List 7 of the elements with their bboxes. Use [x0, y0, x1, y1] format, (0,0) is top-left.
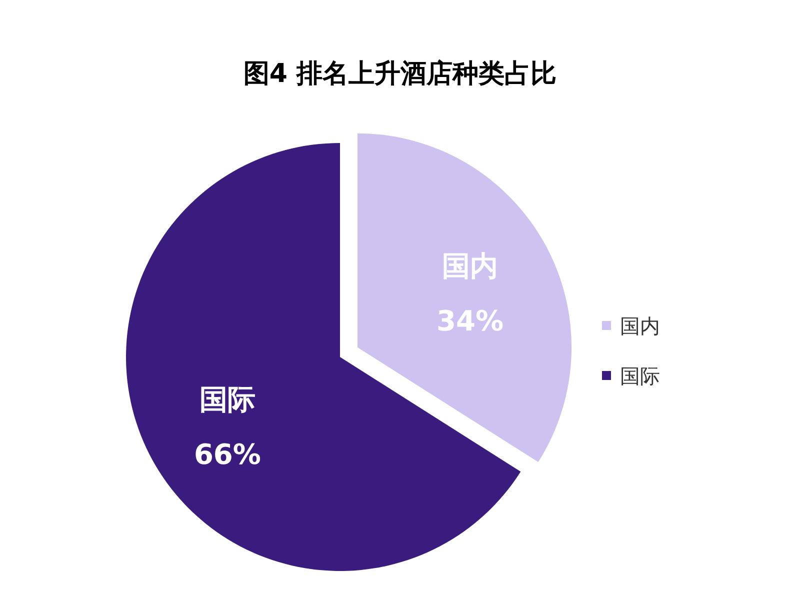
slice-label: 国内: [442, 250, 498, 283]
slice-label: 国际: [199, 382, 256, 416]
chart-title: 图4 排名上升酒店种类占比: [243, 59, 557, 89]
legend-label: 国际: [620, 364, 660, 388]
data-label: 34%: [436, 304, 504, 338]
legend-label: 国内: [620, 314, 660, 338]
data-label: 66%: [194, 438, 261, 471]
